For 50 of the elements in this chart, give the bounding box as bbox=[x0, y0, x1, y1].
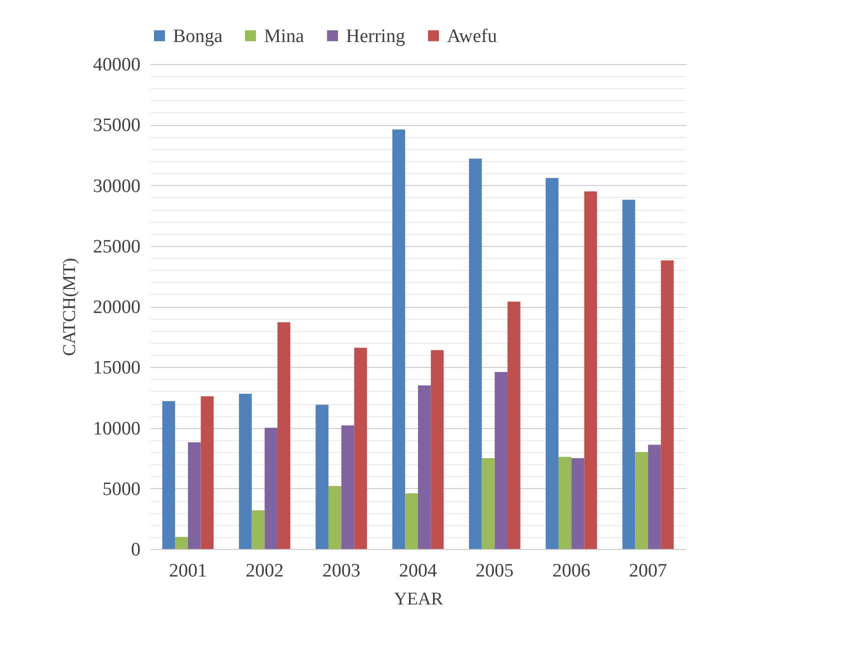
bar bbox=[354, 348, 368, 549]
bar bbox=[328, 486, 342, 549]
y-tick-label: 40000 bbox=[93, 54, 140, 76]
bar bbox=[175, 536, 188, 549]
bar bbox=[494, 372, 508, 549]
bar bbox=[571, 458, 584, 549]
y-axis-title: CATCH(MT) bbox=[59, 258, 79, 356]
bar bbox=[660, 260, 674, 549]
legend-label: Herring bbox=[346, 26, 406, 47]
x-tick-label: 2007 bbox=[629, 560, 668, 582]
y-tick-label: 25000 bbox=[93, 236, 140, 258]
bar bbox=[508, 302, 520, 549]
x-tick-label: 2003 bbox=[322, 560, 360, 582]
y-tick-label: 30000 bbox=[93, 176, 140, 197]
bar bbox=[200, 396, 214, 549]
bar bbox=[418, 385, 431, 549]
bar bbox=[558, 456, 572, 549]
bar bbox=[405, 493, 418, 549]
bar bbox=[316, 404, 328, 549]
bar bbox=[392, 129, 406, 549]
y-tick-label: 0 bbox=[131, 540, 140, 560]
bar bbox=[584, 191, 598, 549]
y-tick-label: 10000 bbox=[93, 418, 140, 440]
bar bbox=[277, 322, 290, 549]
x-tick-label: 2005 bbox=[476, 560, 514, 582]
legend-label: Awefu bbox=[447, 26, 498, 47]
bar bbox=[162, 401, 176, 549]
bar bbox=[546, 178, 559, 549]
x-axis-title: YEAR bbox=[394, 588, 443, 608]
y-tick-label: 20000 bbox=[93, 297, 140, 318]
y-tick-label: 35000 bbox=[93, 115, 140, 136]
legend-label: Bonga bbox=[173, 26, 224, 47]
bar bbox=[188, 442, 201, 549]
bar bbox=[430, 350, 444, 549]
bar bbox=[238, 394, 252, 549]
y-tick-label: 15000 bbox=[93, 358, 140, 379]
bar bbox=[264, 428, 278, 549]
x-tick-label: 2001 bbox=[168, 560, 207, 582]
bar bbox=[622, 200, 636, 549]
x-tick-label: 2004 bbox=[399, 560, 438, 582]
bar bbox=[482, 458, 495, 549]
bar bbox=[648, 444, 661, 549]
x-tick-label: 2002 bbox=[246, 560, 284, 582]
bar bbox=[341, 425, 354, 549]
bar bbox=[468, 158, 482, 549]
bar bbox=[252, 510, 265, 549]
legend-label: Mina bbox=[264, 26, 305, 47]
x-tick-label: 2006 bbox=[552, 560, 590, 582]
bar bbox=[635, 452, 648, 549]
y-tick-label: 5000 bbox=[102, 478, 140, 500]
